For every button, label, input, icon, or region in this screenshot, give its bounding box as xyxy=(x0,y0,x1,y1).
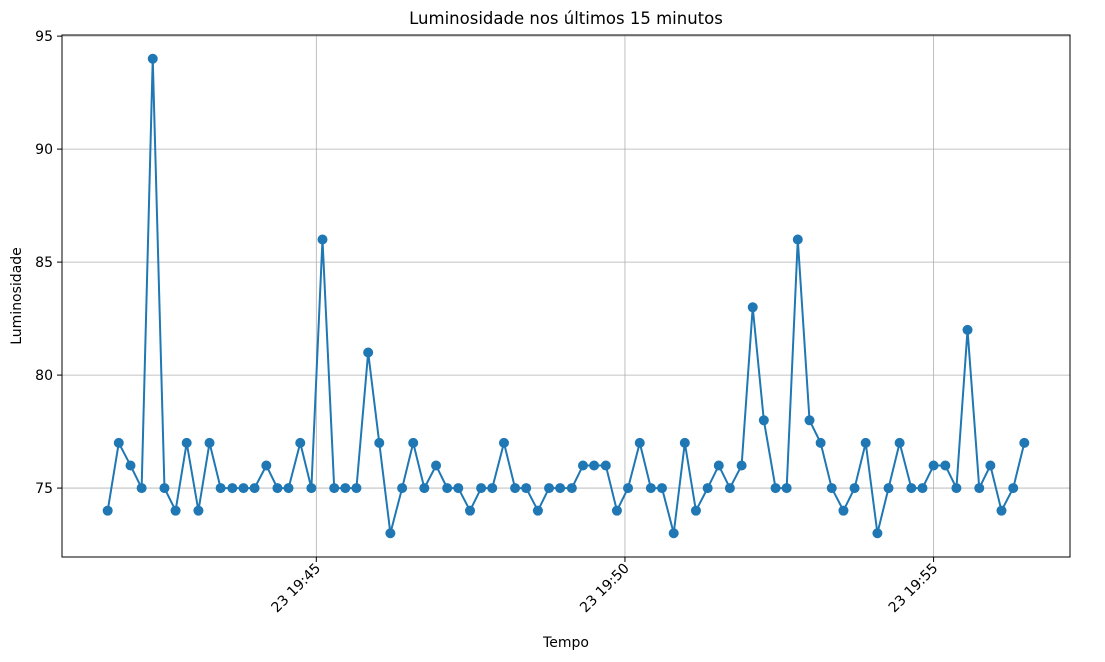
point xyxy=(215,483,226,494)
point xyxy=(249,483,260,494)
point xyxy=(419,483,430,494)
point xyxy=(1008,483,1019,494)
point xyxy=(736,460,747,471)
point xyxy=(838,505,849,516)
point xyxy=(238,483,249,494)
point xyxy=(532,505,543,516)
point xyxy=(442,483,453,494)
point xyxy=(611,505,622,516)
point xyxy=(724,483,735,494)
point xyxy=(872,528,883,539)
point xyxy=(849,483,860,494)
point xyxy=(917,483,928,494)
point xyxy=(589,460,600,471)
point xyxy=(476,483,487,494)
point xyxy=(102,505,113,516)
point xyxy=(940,460,951,471)
point xyxy=(510,483,521,494)
point xyxy=(397,483,408,494)
point xyxy=(453,483,464,494)
point xyxy=(295,437,306,448)
point xyxy=(544,483,555,494)
point xyxy=(826,483,837,494)
point xyxy=(408,437,419,448)
point xyxy=(566,483,577,494)
point xyxy=(227,483,238,494)
point xyxy=(317,234,328,245)
y-axis-label: Luminosidade xyxy=(9,247,25,345)
point xyxy=(713,460,724,471)
point xyxy=(306,483,317,494)
point xyxy=(340,483,351,494)
line xyxy=(106,58,1026,534)
point xyxy=(577,460,588,471)
point xyxy=(951,483,962,494)
point xyxy=(623,483,634,494)
point xyxy=(1019,437,1030,448)
plot-frame xyxy=(61,34,1071,558)
y-tick-label: 95 xyxy=(35,29,53,45)
point xyxy=(113,437,124,448)
x-tick-label: 23 19:45 xyxy=(269,561,325,617)
point xyxy=(136,483,147,494)
x-axis-label: Tempo xyxy=(542,635,589,651)
point xyxy=(498,437,509,448)
y-tick-label: 80 xyxy=(35,368,53,384)
point xyxy=(283,483,294,494)
point xyxy=(600,460,611,471)
point xyxy=(170,505,181,516)
point xyxy=(883,483,894,494)
point xyxy=(634,437,645,448)
point xyxy=(431,460,442,471)
point xyxy=(815,437,826,448)
point xyxy=(159,483,170,494)
point xyxy=(656,483,667,494)
point xyxy=(758,415,769,426)
point xyxy=(363,347,374,358)
point xyxy=(204,437,215,448)
y-tick-label: 75 xyxy=(35,481,53,497)
point xyxy=(894,437,905,448)
y-tick-label: 90 xyxy=(35,142,53,158)
point xyxy=(781,483,792,494)
chart-title: Luminosidade nos últimos 15 minutos xyxy=(409,9,723,28)
point xyxy=(521,483,532,494)
point xyxy=(690,505,701,516)
point xyxy=(906,483,917,494)
point xyxy=(385,528,396,539)
point xyxy=(555,483,566,494)
point xyxy=(985,460,996,471)
point xyxy=(962,324,973,335)
point xyxy=(974,483,985,494)
point xyxy=(702,483,713,494)
point xyxy=(272,483,283,494)
point xyxy=(804,415,815,426)
point xyxy=(679,437,690,448)
point xyxy=(329,483,340,494)
point xyxy=(374,437,385,448)
point xyxy=(147,53,158,64)
point xyxy=(928,460,939,471)
y-tick-label: 85 xyxy=(35,255,53,271)
point xyxy=(181,437,192,448)
point xyxy=(645,483,656,494)
point xyxy=(996,505,1007,516)
x-tick-label: 23 19:50 xyxy=(577,561,633,617)
point xyxy=(125,460,136,471)
point xyxy=(792,234,803,245)
point xyxy=(465,505,476,516)
point xyxy=(487,483,498,494)
point xyxy=(261,460,272,471)
point xyxy=(193,505,204,516)
point xyxy=(668,528,679,539)
point xyxy=(860,437,871,448)
point xyxy=(747,302,758,313)
point xyxy=(770,483,781,494)
point xyxy=(351,483,362,494)
x-tick-label: 23 19:55 xyxy=(886,561,942,617)
